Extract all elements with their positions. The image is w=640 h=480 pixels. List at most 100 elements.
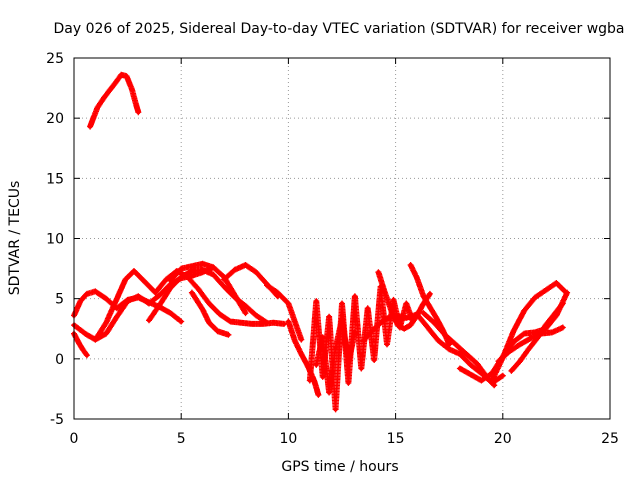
data-point [189,268,195,274]
series-pass-s [508,300,566,374]
data-point [311,378,317,383]
data-point [118,72,124,78]
data-point [264,320,270,325]
data-point [539,331,544,336]
data-point [376,269,381,275]
data-point [352,294,358,299]
data-point [179,274,184,280]
y-tick-label: 10 [46,232,64,248]
y-tick-label: 5 [55,292,64,308]
data-point [179,266,184,271]
x-tick-label: 10 [279,431,297,447]
data-point [157,292,162,298]
data-point [281,321,287,327]
x-tick-label: 15 [387,431,405,447]
data-point [189,290,195,295]
data-point [371,326,377,331]
data-point [453,342,458,347]
data-point [401,326,407,331]
x-tick-label: 0 [70,431,79,447]
data-point [320,334,325,340]
y-tick-label: 25 [46,51,64,67]
data-point [232,267,237,272]
data-point [479,378,484,383]
data-point [361,338,366,343]
data-point [395,322,400,328]
data-point [393,313,398,318]
data-point [414,276,420,281]
x-tick-label: 5 [177,431,186,447]
data-point [442,332,448,337]
data-point [509,368,514,374]
data-point [91,115,96,121]
data-series [71,71,571,413]
data-point [189,263,195,269]
data-point [562,289,568,294]
data-point [431,320,437,325]
data-point [108,87,113,92]
data-point [522,308,527,313]
series-pass-f [167,260,249,317]
data-point [500,373,505,378]
data-point [382,316,388,322]
data-point [389,308,394,313]
data-point [526,347,531,352]
data-point [221,284,227,289]
data-point [123,277,128,282]
data-point [434,315,439,321]
data-point [196,286,201,292]
series-pass-l [313,316,358,396]
data-point [382,290,388,295]
data-point [292,338,298,343]
data-point [228,319,233,324]
data-point [168,285,173,291]
series-pass-k-noisy [306,283,416,413]
data-point [124,73,129,79]
data-point [507,349,512,354]
data-point [200,261,205,266]
series-pass-d [92,268,288,343]
data-point [314,362,319,368]
data-point [554,280,559,286]
data-point [133,102,139,108]
data-point [307,378,313,383]
y-tick-label: -5 [50,412,64,428]
chart-title: Day 026 of 2025, Sidereal Day-to-day VTE… [53,21,624,37]
data-point [179,319,184,324]
data-point [78,298,83,304]
data-point [200,307,205,312]
data-point [427,291,433,297]
x-tick-label: 25 [601,431,619,447]
y-tick-label: 0 [55,352,64,368]
data-point [153,290,158,295]
data-point [346,380,351,386]
series-pass-i [264,282,305,343]
data-point [560,301,566,306]
data-point [114,314,120,319]
data-point [543,322,548,328]
data-point [78,327,83,333]
data-point [326,314,332,319]
data-point [103,320,109,325]
data-point [391,297,396,303]
data-point [93,337,98,342]
data-point [114,296,120,301]
data-point [464,351,469,357]
data-point [215,328,220,334]
data-point [103,331,109,336]
data-point [492,383,497,388]
data-point [168,278,173,283]
data-point [95,105,100,110]
data-point [447,347,452,352]
data-point [226,332,231,337]
data-point [543,288,548,293]
data-point [211,272,216,277]
grid [74,58,610,419]
x-axis-label: GPS time / hours [281,459,398,475]
y-axis-ticks: -5 0 5 10 15 20 25 [46,51,610,428]
data-point [211,265,216,270]
data-point [142,279,147,285]
data-point [404,301,409,306]
data-point [217,312,222,317]
